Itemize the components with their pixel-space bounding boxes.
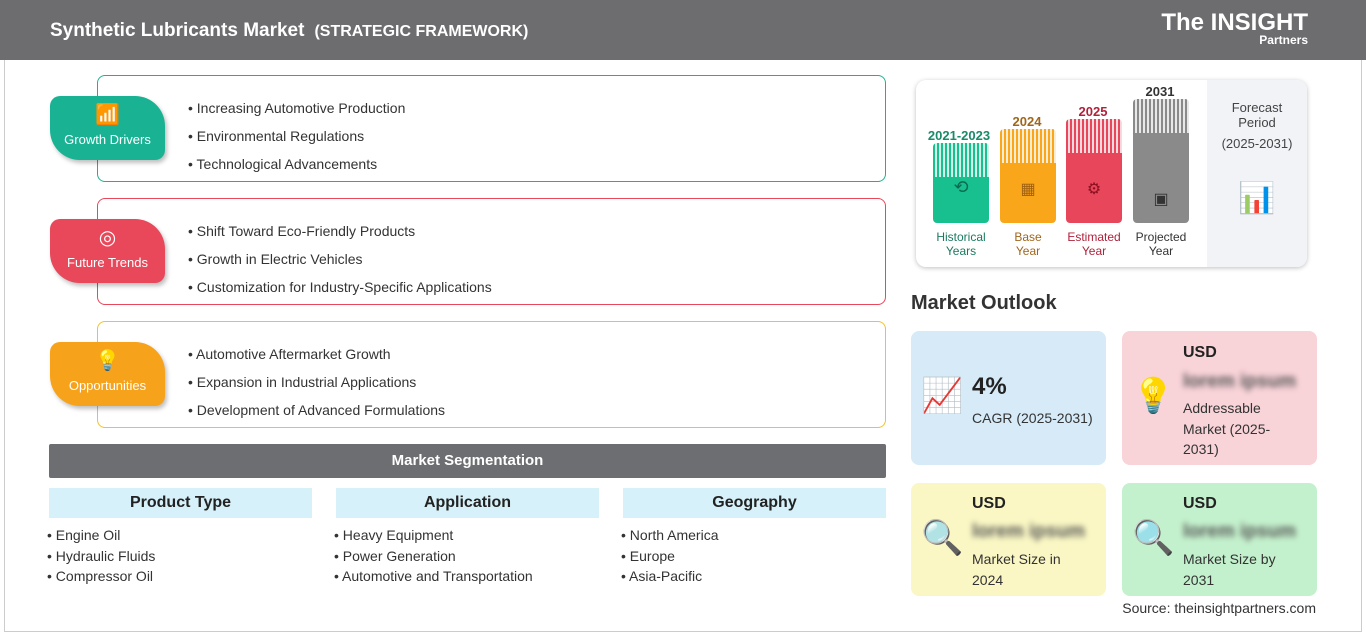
- future-trends-badge: ◎ Future Trends: [50, 219, 165, 283]
- bar-label: Estimated Year: [1059, 230, 1129, 258]
- projected-bar: ▣: [1133, 99, 1189, 223]
- bar-label: Historical Years: [926, 230, 996, 258]
- forecast-range: (2025-2031): [1221, 136, 1293, 151]
- bar-label-line: Estimated: [1067, 230, 1121, 244]
- list-item: Technological Advancements: [188, 150, 885, 178]
- list-item: Customization for Industry-Specific Appl…: [188, 273, 885, 301]
- page-title: Synthetic Lubricants Market (STRATEGIC FR…: [50, 20, 528, 42]
- calendar-icon: ▦: [1020, 181, 1036, 198]
- list-item: Environmental Regulations: [188, 122, 885, 150]
- base-bar: ▦: [1000, 129, 1056, 223]
- content-frame: [4, 60, 1362, 632]
- market-size-2031-card: 🔍 USD lorem ipsum Market Size by 2031: [1122, 483, 1317, 596]
- growth-drivers-box: Increasing Automotive ProductionEnvironm…: [97, 75, 886, 182]
- target-icon: ◎: [98, 227, 117, 249]
- bar-label-line: Base: [1014, 230, 1042, 244]
- list-item: Europe: [621, 546, 719, 567]
- cagr-value: 4%: [972, 373, 1007, 400]
- future-trends-box: Shift Toward Eco-Friendly ProductsGrowth…: [97, 198, 886, 305]
- addressable-market-card: 💡 USD lorem ipsum Addressable Market (20…: [1122, 331, 1317, 465]
- historical-bar: ⟲: [933, 143, 989, 223]
- badge-label: Opportunities: [68, 378, 147, 393]
- list-item: Automotive and Transportation: [334, 566, 533, 587]
- segment-header: Geography: [623, 488, 886, 518]
- badge-label: Growth Drivers: [64, 132, 151, 147]
- title-text: Synthetic Lubricants Market: [50, 20, 305, 41]
- currency-label: USD: [1183, 344, 1217, 361]
- blurred-value: lorem ipsum: [972, 521, 1085, 542]
- growth-drivers-badge: 📶 Growth Drivers: [50, 96, 165, 160]
- list-item: Expansion in Industrial Applications: [188, 368, 885, 396]
- source-text: Source: theinsightpartners.com: [1122, 600, 1316, 616]
- list-item: Shift Toward Eco-Friendly Products: [188, 217, 885, 245]
- page-subtitle: (STRATEGIC FRAMEWORK): [314, 23, 529, 40]
- forecast-label: Forecast: [1231, 100, 1283, 115]
- segmentation-title: Market Segmentation: [49, 444, 886, 478]
- bar-label: Projected Year: [1126, 230, 1196, 258]
- currency-label: USD: [972, 495, 1006, 512]
- presentation-icon: ▣: [1153, 191, 1169, 208]
- segment-header: Product Type: [49, 488, 312, 518]
- blurred-value: lorem ipsum: [1183, 371, 1296, 392]
- list-item: North America: [621, 525, 719, 546]
- estimated-bar: ⚙: [1066, 119, 1122, 223]
- bar-label-line: Year: [1015, 244, 1041, 258]
- segment-list: North AmericaEuropeAsia-Pacific: [621, 525, 719, 587]
- list-item: Development of Advanced Formulations: [188, 396, 885, 424]
- logo-line1: The INSIGHT: [1161, 9, 1308, 36]
- list-item: Asia-Pacific: [621, 566, 719, 587]
- history-icon: ⟲: [953, 177, 969, 197]
- list-item: Compressor Oil: [47, 566, 155, 587]
- list-item: Automotive Aftermarket Growth: [188, 340, 885, 368]
- logo: The INSIGHT Partners: [1161, 9, 1308, 47]
- header-bar: Synthetic Lubricants Market (STRATEGIC FR…: [0, 0, 1366, 60]
- bar-label-line: Historical: [936, 230, 986, 244]
- segment-header: Application: [336, 488, 599, 518]
- magnifier-chart-icon: 🔍: [921, 519, 964, 557]
- forecast-label: Period: [1238, 115, 1276, 130]
- market-size-2024-card: 🔍 USD lorem ipsum Market Size in 2024: [911, 483, 1106, 596]
- forecast-period: Forecast Period (2025-2031) 📊: [1207, 80, 1307, 267]
- list-item: Hydraulic Fluids: [47, 546, 156, 567]
- list-item: Heavy Equipment: [334, 525, 533, 546]
- year-label: 2031: [1145, 84, 1175, 99]
- bar-chart-up-icon: 📶: [95, 104, 120, 126]
- segment-list: Engine OilHydraulic FluidsCompressor Oil: [47, 525, 156, 587]
- currency-label: USD: [1183, 495, 1217, 512]
- lightbulb-hand-icon: 💡: [95, 350, 120, 372]
- cagr-label: CAGR (2025-2031): [972, 410, 1093, 426]
- bar-label-line: Projected: [1135, 230, 1187, 244]
- growth-chart-icon: 📈: [921, 377, 964, 415]
- magnifier-chart-icon: 🔍: [1132, 519, 1175, 557]
- gear-chart-icon: ⚙: [1086, 181, 1102, 198]
- bar-label: Base Year: [993, 230, 1063, 258]
- opportunities-badge: 💡 Opportunities: [50, 342, 165, 406]
- segment-list: Heavy EquipmentPower GenerationAutomotiv…: [334, 525, 533, 587]
- badge-label: Future Trends: [67, 255, 148, 270]
- bar-label-line: Year: [1081, 244, 1107, 258]
- list-item: Power Generation: [334, 546, 533, 567]
- logo-line2: Partners: [1259, 33, 1308, 47]
- year-label: 2021-2023: [927, 128, 991, 143]
- timeline-panel: 2021-2023 ⟲ Historical Years 2024 ▦ Base Y…: [916, 80, 1307, 267]
- bar-label-line: Year: [1148, 244, 1174, 258]
- list-item: Engine Oil: [47, 525, 155, 546]
- opportunities-box: Automotive Aftermarket GrowthExpansion i…: [97, 321, 886, 428]
- list-item: Growth in Electric Vehicles: [188, 245, 885, 273]
- year-label: 2024: [1012, 114, 1042, 129]
- list-item: Increasing Automotive Production: [188, 94, 885, 122]
- card-label: Market Size by 2031: [1183, 551, 1276, 588]
- year-label: 2025: [1078, 104, 1108, 119]
- lightbulb-dollar-icon: 💡: [1132, 377, 1175, 415]
- cagr-card: 📈 4% CAGR (2025-2031): [911, 331, 1106, 465]
- bar-label-line: Years: [945, 244, 977, 258]
- analytics-illustration-icon: 📊: [1238, 182, 1276, 215]
- market-outlook-title: Market Outlook: [911, 292, 1057, 314]
- card-label: Market Size in 2024: [972, 551, 1061, 588]
- card-label: Addressable Market (2025-2031): [1183, 400, 1271, 457]
- blurred-value: lorem ipsum: [1183, 521, 1296, 542]
